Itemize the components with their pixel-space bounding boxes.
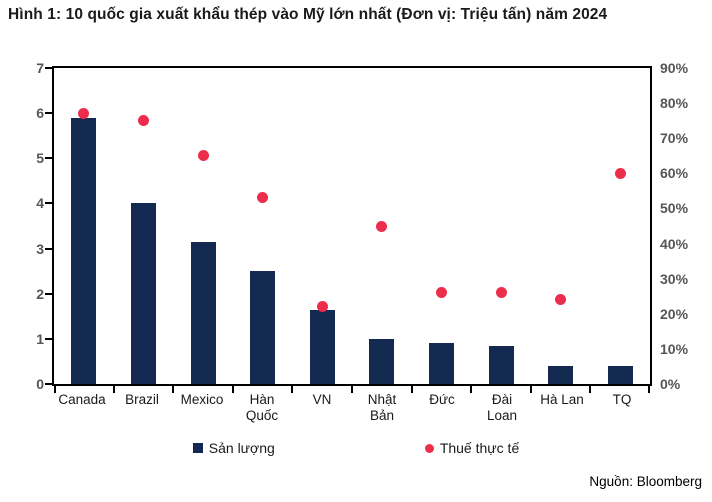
left-axis-tick-label: 3 bbox=[36, 240, 44, 257]
right-axis-tick-label: 80% bbox=[660, 95, 689, 112]
legend: Sản lượng Thuế thực tế bbox=[0, 440, 712, 456]
x-axis-category-label: Đức bbox=[429, 392, 455, 407]
tax-dot bbox=[78, 108, 90, 120]
chart-title: Hình 1: 10 quốc gia xuất khẩu thép vào M… bbox=[8, 6, 608, 23]
bar bbox=[190, 241, 216, 384]
left-axis-tick bbox=[45, 247, 52, 250]
x-axis-category-label: Canada bbox=[58, 392, 106, 407]
tax-dot bbox=[316, 301, 328, 313]
legend-label-thue-thuc-te: Thuế thực tế bbox=[439, 440, 520, 456]
x-axis-tick bbox=[172, 386, 175, 393]
x-axis-category-label: Đài Loan bbox=[486, 392, 518, 424]
bar bbox=[250, 271, 276, 384]
left-axis-tick-label: 0 bbox=[36, 376, 44, 392]
legend-item-san-luong: Sản lượng bbox=[192, 440, 275, 456]
right-axis-tick-label: 50% bbox=[660, 200, 689, 217]
bar bbox=[130, 203, 156, 384]
tax-dot bbox=[197, 150, 209, 162]
left-axis-tick-label: 1 bbox=[36, 330, 44, 347]
x-axis-tick bbox=[351, 386, 353, 393]
x-axis-tick bbox=[648, 386, 650, 393]
bar bbox=[488, 345, 514, 384]
tax-dot bbox=[376, 220, 388, 232]
x-axis-labels: Canada Brazil Mexico Hàn Quốc VN Nhật Bản Đức Đ… bbox=[52, 392, 652, 424]
x-axis-tick bbox=[529, 386, 532, 393]
left-axis-tick bbox=[45, 383, 52, 385]
right-axis-tick-label: 40% bbox=[660, 235, 689, 252]
bar bbox=[309, 309, 335, 384]
x-axis-tick bbox=[291, 386, 294, 393]
bar bbox=[607, 365, 633, 384]
right-axis-tick-label: 70% bbox=[660, 130, 689, 147]
left-axis-tick bbox=[45, 337, 52, 340]
tax-dot bbox=[137, 115, 149, 127]
x-axis-category-label: Mexico bbox=[180, 392, 224, 407]
x-axis-tick bbox=[589, 386, 592, 393]
bar bbox=[428, 343, 454, 384]
x-axis-tick bbox=[470, 386, 473, 393]
bar bbox=[369, 338, 395, 384]
legend-label-san-luong: Sản lượng bbox=[208, 440, 275, 456]
left-axis-tick bbox=[45, 112, 52, 115]
x-axis-tick bbox=[231, 386, 234, 393]
x-axis-tick bbox=[410, 386, 413, 393]
bar bbox=[548, 365, 574, 384]
left-axis-tick bbox=[45, 67, 52, 69]
bar-series-marker-icon bbox=[192, 443, 203, 453]
x-axis-tick bbox=[54, 386, 56, 393]
left-axis-tick bbox=[45, 157, 52, 160]
source-note: Nguồn: Bloomberg bbox=[589, 474, 702, 489]
x-axis-category-label: Nhật Bản bbox=[367, 392, 397, 424]
right-axis-tick-label: 10% bbox=[660, 340, 689, 357]
right-axis-tick-label: 20% bbox=[660, 305, 689, 322]
x-axis-category-label: TQ bbox=[612, 392, 632, 407]
x-axis-tick bbox=[112, 386, 115, 393]
tax-dot bbox=[614, 167, 626, 179]
tax-dot bbox=[555, 294, 567, 306]
left-axis-tick bbox=[45, 202, 52, 205]
right-axis-tick-label: 60% bbox=[660, 165, 689, 182]
right-axis-tick-label: 0% bbox=[660, 376, 681, 392]
x-axis-category-label: Brazil bbox=[125, 392, 159, 407]
x-axis-category-label: Hà Lan bbox=[540, 392, 584, 407]
tax-dot bbox=[495, 287, 507, 299]
tax-dot bbox=[257, 192, 269, 204]
left-axis-tick-label: 6 bbox=[36, 105, 44, 122]
plot-area bbox=[45, 66, 652, 393]
left-axis-tick-label: 2 bbox=[36, 285, 44, 302]
left-axis-tick-label: 4 bbox=[36, 195, 44, 212]
legend-item-thue-thuc-te: Thuế thực tế bbox=[424, 440, 520, 456]
left-axis-tick bbox=[45, 292, 52, 295]
x-axis-category-label: VN bbox=[312, 392, 332, 407]
left-axis-tick-label: 5 bbox=[36, 150, 44, 167]
right-axis-tick-label: 30% bbox=[660, 270, 689, 287]
right-axis-tick-label: 90% bbox=[660, 60, 689, 76]
left-axis-tick-label: 7 bbox=[36, 60, 44, 76]
bar bbox=[71, 117, 97, 384]
dot-series-marker-icon bbox=[424, 443, 434, 453]
tax-dot bbox=[435, 287, 447, 299]
x-axis-category-label: Hàn Quốc bbox=[245, 392, 279, 424]
